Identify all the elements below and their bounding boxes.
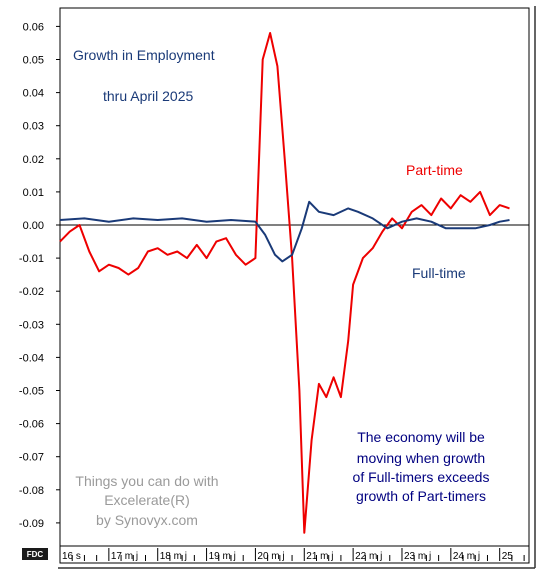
- x-tick-label: 16 s: [62, 551, 81, 562]
- x-tick-label: 17 m j: [111, 551, 138, 562]
- y-tick-label: 0.03: [23, 121, 44, 133]
- x-tick-label: 22 m j: [355, 551, 382, 562]
- y-axis: 0.06 0.05 0.04 0.03 0.02 0.01 0.00 -0.01 -0.02 -0…: [19, 21, 60, 530]
- y-tick-label: 0.01: [23, 187, 44, 199]
- x-tick-label: 23 m j: [404, 551, 431, 562]
- fdc-logo-text: FDC: [27, 550, 44, 559]
- x-axis: 16 s 17 m j 18 m j 19 m j 20 m j 21 m j 22 m j…: [59, 548, 525, 562]
- note-line-4: growth of Part-timers: [356, 488, 486, 504]
- watermark-line-3: by Synovyx.com: [96, 512, 198, 528]
- y-tick-label: -0.02: [19, 286, 44, 298]
- series-layer: [59, 32, 510, 534]
- x-tick-label: 19 m j: [209, 551, 236, 562]
- watermark-line-1: Things you can do with: [75, 473, 218, 489]
- y-tick-label: -0.06: [19, 419, 44, 431]
- y-tick-label: -0.08: [19, 485, 44, 497]
- y-tick-label: 0.05: [23, 55, 44, 67]
- y-tick-label: 0.06: [23, 21, 44, 33]
- plot-frame: [59, 7, 530, 547]
- series-line-full-time: [59, 200, 510, 263]
- series-line-part-time: [59, 32, 510, 534]
- chart-title: Growth in Employment: [73, 47, 215, 63]
- fdc-logo: [22, 548, 48, 560]
- x-tick-label: 20 m j: [257, 551, 284, 562]
- x-tick-label: 21 m j: [306, 551, 333, 562]
- y-tick-label: 0.04: [23, 88, 44, 100]
- y-tick-label: -0.03: [19, 319, 44, 331]
- x-tick-label: 25: [502, 551, 514, 562]
- watermark-line-2: Excelerate(R): [104, 492, 190, 508]
- note-line-3: of Full-timers exceeds: [353, 469, 490, 485]
- x-tick-label: 24 m j: [453, 551, 480, 562]
- full-time-label: Full-time: [412, 265, 466, 281]
- y-tick-label: -0.05: [19, 386, 44, 398]
- part-time-label: Part-time: [406, 162, 463, 178]
- y-tick-label: 0.00: [23, 220, 44, 232]
- y-tick-label: -0.01: [19, 253, 44, 265]
- chart-subtitle: thru April 2025: [103, 88, 193, 104]
- y-tick-label: -0.07: [19, 452, 44, 464]
- note-line-1: The economy will be: [357, 429, 485, 445]
- y-tick-label: 0.02: [23, 154, 44, 166]
- y-tick-label: -0.09: [19, 518, 44, 530]
- y-tick-label: -0.04: [19, 352, 44, 364]
- x-tick-label: 18 m j: [160, 551, 187, 562]
- note-line-2: moving when growth: [357, 450, 485, 466]
